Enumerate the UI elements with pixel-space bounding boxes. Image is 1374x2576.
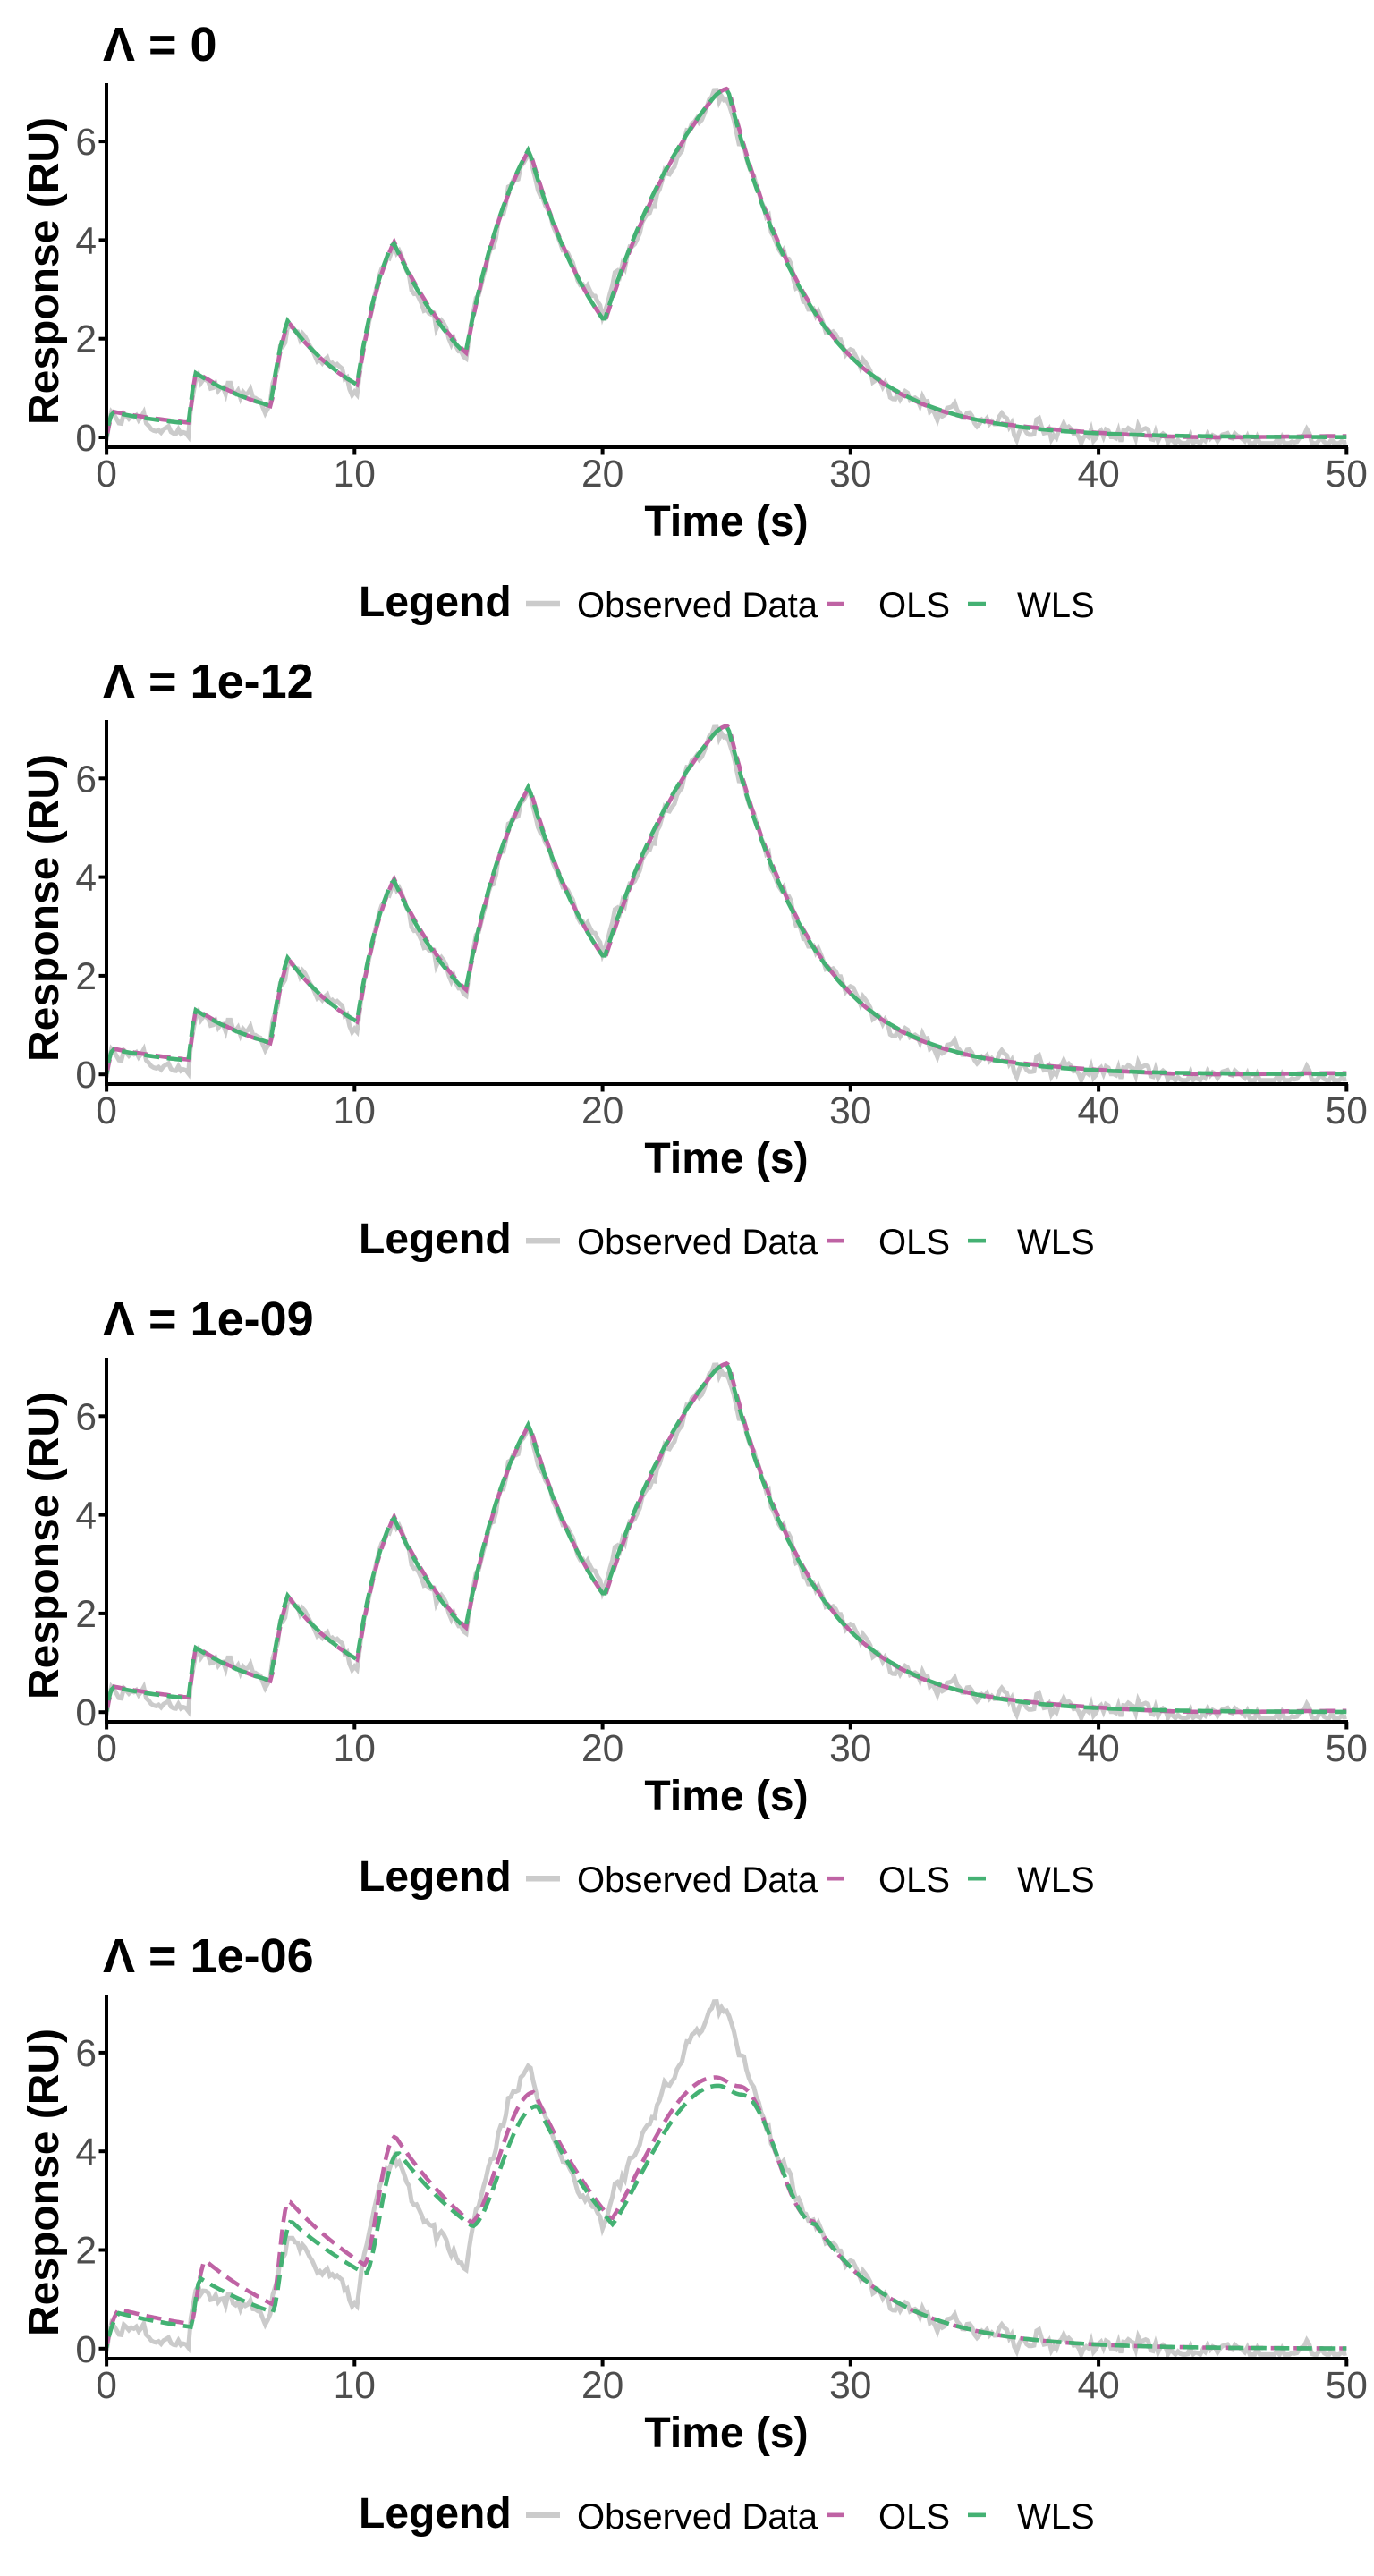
svg-text:30: 30	[829, 453, 871, 496]
svg-text:50: 50	[1326, 2365, 1368, 2407]
svg-text:20: 20	[581, 2365, 623, 2407]
svg-text:Response (RU): Response (RU)	[21, 2029, 68, 2336]
svg-text:2: 2	[75, 319, 97, 361]
svg-text:Observed Data: Observed Data	[577, 1223, 818, 1262]
svg-text:10: 10	[334, 2365, 376, 2407]
svg-text:Observed Data: Observed Data	[577, 1860, 818, 1900]
svg-text:Λ = 1e-09: Λ = 1e-09	[103, 1292, 314, 1346]
svg-text:0: 0	[75, 2329, 97, 2371]
svg-text:OLS: OLS	[878, 1223, 950, 1262]
svg-text:Response (RU): Response (RU)	[21, 117, 68, 425]
svg-text:4: 4	[75, 2131, 97, 2174]
svg-text:Response (RU): Response (RU)	[21, 754, 68, 1062]
svg-text:4: 4	[75, 220, 97, 262]
svg-text:Legend: Legend	[359, 579, 512, 626]
svg-text:Legend: Legend	[359, 1853, 512, 1901]
svg-text:4: 4	[75, 858, 97, 900]
svg-text:Λ = 0: Λ = 0	[103, 18, 217, 72]
svg-text:WLS: WLS	[1017, 1860, 1095, 1900]
svg-text:Response (RU): Response (RU)	[21, 1392, 68, 1699]
svg-text:0: 0	[96, 1090, 117, 1132]
svg-text:Time (s): Time (s)	[644, 498, 808, 546]
svg-text:Time (s): Time (s)	[644, 1135, 808, 1182]
svg-text:40: 40	[1077, 2365, 1119, 2407]
svg-text:6: 6	[75, 1396, 97, 1438]
svg-text:0: 0	[96, 2365, 117, 2407]
svg-text:6: 6	[75, 122, 97, 164]
svg-text:0: 0	[75, 1055, 97, 1097]
svg-text:40: 40	[1077, 453, 1119, 496]
svg-text:2: 2	[75, 956, 97, 998]
svg-text:OLS: OLS	[878, 2497, 950, 2537]
svg-text:20: 20	[581, 1090, 623, 1132]
svg-text:30: 30	[829, 2365, 871, 2407]
svg-text:0: 0	[75, 418, 97, 460]
svg-text:40: 40	[1077, 1728, 1119, 1770]
svg-text:10: 10	[334, 1090, 376, 1132]
svg-text:0: 0	[75, 1692, 97, 1734]
svg-text:Time (s): Time (s)	[644, 1773, 808, 1820]
svg-text:Legend: Legend	[359, 2490, 512, 2538]
svg-text:20: 20	[581, 1728, 623, 1770]
svg-text:50: 50	[1326, 453, 1368, 496]
svg-text:Time (s): Time (s)	[644, 2410, 808, 2457]
svg-text:40: 40	[1077, 1090, 1119, 1132]
svg-text:Λ = 1e-06: Λ = 1e-06	[103, 1929, 314, 1983]
svg-text:50: 50	[1326, 1090, 1368, 1132]
svg-text:30: 30	[829, 1090, 871, 1132]
svg-text:6: 6	[75, 758, 97, 801]
svg-text:WLS: WLS	[1017, 1223, 1095, 1262]
svg-text:10: 10	[334, 453, 376, 496]
svg-text:2: 2	[75, 2231, 97, 2273]
svg-text:6: 6	[75, 2033, 97, 2075]
svg-text:OLS: OLS	[878, 586, 950, 625]
svg-text:10: 10	[334, 1728, 376, 1770]
svg-text:2: 2	[75, 1594, 97, 1636]
svg-text:50: 50	[1326, 1728, 1368, 1770]
svg-text:30: 30	[829, 1728, 871, 1770]
svg-text:0: 0	[96, 453, 117, 496]
svg-text:Observed Data: Observed Data	[577, 586, 818, 625]
svg-text:Legend: Legend	[359, 1216, 512, 1263]
svg-text:WLS: WLS	[1017, 586, 1095, 625]
svg-text:4: 4	[75, 1496, 97, 1538]
svg-text:WLS: WLS	[1017, 2497, 1095, 2537]
svg-text:0: 0	[96, 1728, 117, 1770]
svg-text:20: 20	[581, 453, 623, 496]
svg-text:OLS: OLS	[878, 1860, 950, 1900]
svg-text:Λ = 1e-12: Λ = 1e-12	[103, 655, 314, 708]
svg-text:Observed Data: Observed Data	[577, 2497, 818, 2537]
